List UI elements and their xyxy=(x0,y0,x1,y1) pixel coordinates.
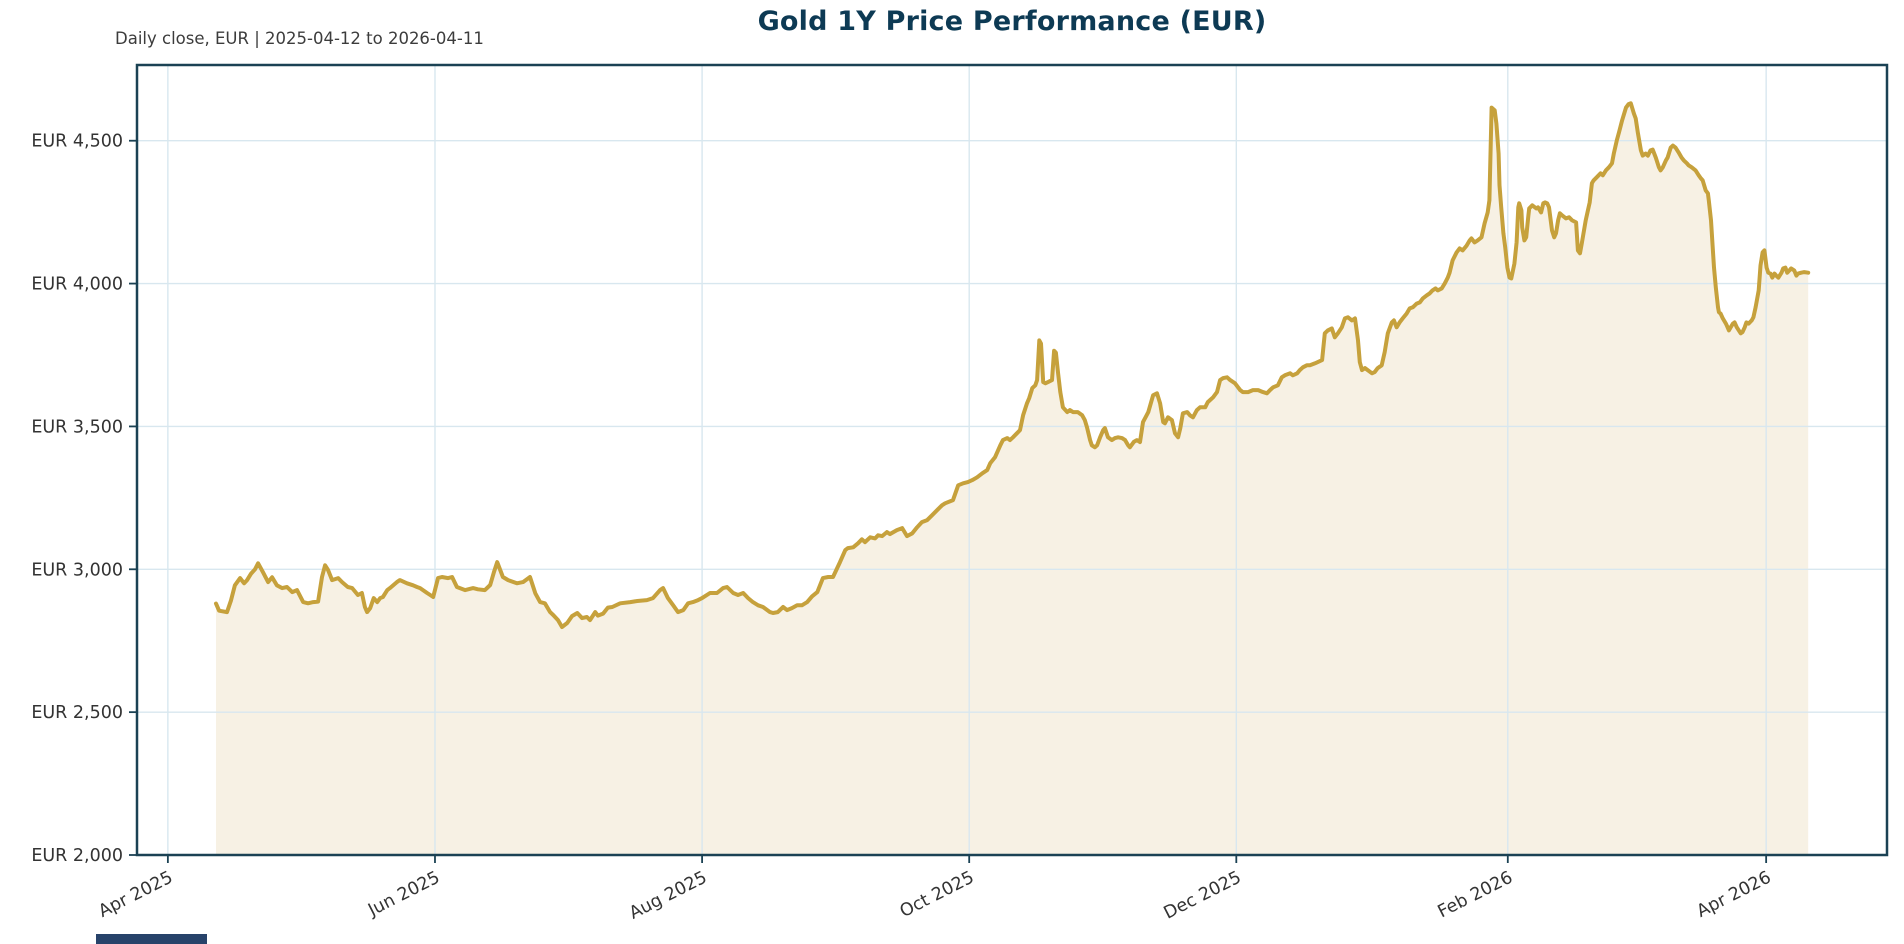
x-axis-label: Oct 2025 xyxy=(897,868,978,922)
chart-subtitle: Daily close, EUR | 2025-04-12 to 2026-04… xyxy=(115,29,484,48)
y-axis-label: EUR 4,000 xyxy=(31,275,123,295)
plot-frame xyxy=(135,63,1889,857)
y-axis-label: EUR 2,500 xyxy=(31,703,123,723)
y-axis-label: EUR 3,000 xyxy=(31,560,123,580)
x-axis-label: Jun 2025 xyxy=(364,868,443,921)
x-axis-label: Feb 2026 xyxy=(1435,868,1516,923)
x-axis-label: Apr 2026 xyxy=(1694,868,1775,922)
x-axis-label: Apr 2025 xyxy=(95,868,176,922)
price-line xyxy=(214,101,1811,629)
x-axis-label: Aug 2025 xyxy=(626,868,710,924)
bottom-left-fragment xyxy=(96,934,207,944)
y-axis-label: EUR 4,500 xyxy=(31,132,123,152)
chart-title: Gold 1Y Price Performance (EUR) xyxy=(757,6,1267,37)
x-axis-label: Dec 2025 xyxy=(1161,868,1245,924)
price-area-fill xyxy=(216,103,1809,856)
y-axis-label: EUR 2,000 xyxy=(31,846,123,866)
y-axis-label: EUR 3,500 xyxy=(31,417,123,437)
